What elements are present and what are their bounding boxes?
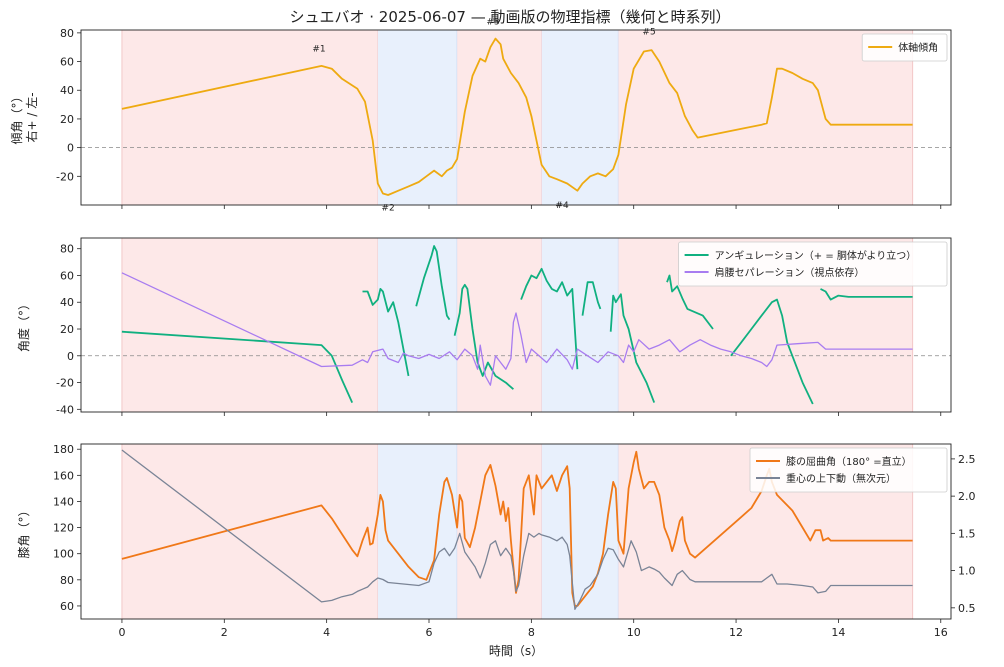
x-tick-label: 8	[528, 626, 535, 639]
legend-box	[678, 241, 948, 287]
series-2	[121, 449, 913, 610]
y2-tick-label: 1.0	[958, 565, 976, 578]
x-axis-label: 時間（s）	[489, 644, 543, 658]
plot-frame	[80, 237, 952, 413]
y-tick-label: -20	[56, 377, 74, 390]
x-tick-label: 2	[221, 626, 228, 639]
y-tick-label: 60	[60, 56, 74, 69]
series-2	[121, 272, 913, 386]
y-tick-label: 80	[60, 243, 74, 256]
phase-band	[457, 238, 542, 412]
phase-band	[541, 444, 619, 619]
point-annotation: #5	[642, 27, 655, 37]
series-line	[609, 293, 656, 403]
point-annotation: #2	[381, 204, 394, 214]
y-tick-label: 140	[53, 495, 74, 508]
y2-tick-label: 2.5	[958, 453, 976, 466]
y-axis-label: 膝角（°）	[17, 504, 31, 558]
y-tick-label: -40	[56, 403, 74, 416]
y-tick-label: 160	[53, 469, 74, 482]
series-line	[415, 245, 451, 321]
series-line	[453, 283, 514, 390]
series-1	[121, 450, 913, 607]
legend-box	[861, 33, 948, 62]
point-annotation: #1	[312, 45, 325, 55]
legend: 体軸傾角	[861, 33, 948, 62]
x-tick-label: 10	[627, 626, 641, 639]
panel-middle: -40 -20 0 20 40 60 80 角度（°） アンギュレーション（+ = 胴体がより立…	[16, 237, 952, 416]
y-tick-label: 0	[67, 142, 74, 155]
legend-entry: 体軸傾角	[898, 41, 938, 54]
series-line	[121, 37, 913, 196]
x-tick-label: 0	[118, 626, 125, 639]
y-tick-label: 180	[53, 443, 74, 456]
phase-band	[457, 444, 542, 619]
series-line	[730, 298, 814, 405]
x-tick-label: 14	[831, 626, 845, 639]
series-line	[121, 449, 913, 610]
phase-band	[541, 238, 619, 412]
phase-band	[121, 444, 378, 619]
series-line	[121, 330, 354, 403]
phase-band	[121, 30, 378, 205]
phase-band	[377, 30, 458, 205]
y-axis-label: 角度（°）	[16, 298, 31, 352]
phase-band	[121, 238, 378, 412]
y-tick-label: 60	[60, 269, 74, 282]
y2-tick-label: 0.5	[958, 602, 976, 615]
y-tick-label: 40	[60, 296, 74, 309]
x-tick-label: 16	[934, 626, 948, 639]
y-tick-label: 40	[60, 84, 74, 97]
legend-entry: アンギュレーション（+ = 胴体がより立つ）	[715, 249, 917, 262]
panel-bottom: 60 80 100 120 140 160 180 0 2 4 6 8 10 12 14 16 0.5 1.0 1.…	[17, 443, 976, 658]
series-line	[666, 274, 714, 330]
chart-title: シュエバオ · 2025-06-07 — 動画版の物理指標（幾何と時系列）	[289, 8, 730, 26]
legend-entry: 肩腰セパレーション（視点依存）	[715, 266, 865, 279]
y2-tick-label: 2.0	[958, 490, 976, 503]
series-line	[362, 288, 410, 377]
plot-frame	[80, 29, 952, 206]
y-axis-label: 傾角（°）	[10, 90, 24, 144]
phase-band	[457, 30, 542, 205]
legend-entry: 重心の上下動（無次元）	[786, 472, 896, 485]
phase-band	[377, 444, 458, 619]
series-line	[820, 288, 913, 301]
point-annotation: #4	[555, 201, 569, 211]
y-tick-label: -20	[56, 170, 74, 183]
y-tick-label: 20	[60, 323, 74, 336]
plot-frame	[80, 443, 952, 620]
y-tick-label: 100	[53, 548, 74, 561]
phase-band	[541, 30, 619, 205]
point-annotation: #3	[486, 17, 499, 27]
legend-entry: 膝の屈曲角（180° =直立）	[786, 455, 912, 468]
y-tick-label: 80	[60, 574, 74, 587]
phase-band	[377, 238, 458, 412]
x-tick-label: 12	[729, 626, 743, 639]
y2-tick-label: 1.5	[958, 527, 976, 540]
y-tick-label: 20	[60, 113, 74, 126]
y-tick-label: 80	[60, 27, 74, 40]
panel-top: #1 #2 #3 #4 #5 -20 0 20 40 60 80 傾角（°） 右+ / 左- 体軸傾角	[10, 17, 952, 214]
y-tick-label: 120	[53, 522, 74, 535]
series-1	[121, 245, 913, 405]
y-axis-label: 右+ / 左-	[24, 92, 39, 142]
legend-box	[749, 447, 948, 493]
legend: アンギュレーション（+ = 胴体がより立つ） 肩腰セパレーション（視点依存）	[678, 241, 948, 287]
series-line	[520, 267, 579, 370]
series-line	[121, 450, 913, 607]
y-tick-label: 60	[60, 600, 74, 613]
x-tick-label: 4	[323, 626, 330, 639]
legend: 膝の屈曲角（180° =直立） 重心の上下動（無次元）	[749, 447, 948, 493]
y-tick-label: 0	[67, 350, 74, 363]
series-line	[121, 272, 913, 386]
series-line	[581, 281, 602, 316]
series-1	[121, 37, 913, 196]
x-tick-label: 6	[426, 626, 433, 639]
